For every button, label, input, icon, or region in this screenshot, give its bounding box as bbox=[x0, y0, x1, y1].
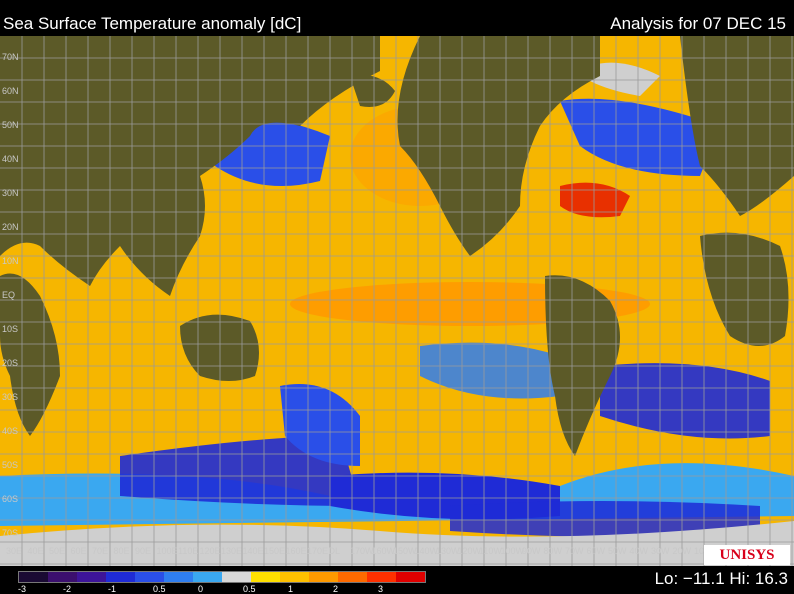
lo-hi-stats: Lo: −11.1 Hi: 16.3 bbox=[654, 569, 788, 588]
longitude-label: 100E bbox=[156, 546, 178, 556]
legend-swatch bbox=[396, 572, 425, 582]
legend-tick: 3 bbox=[378, 584, 384, 594]
latitude-label: 10S bbox=[2, 324, 19, 334]
longitude-label: 90W bbox=[522, 546, 541, 556]
cold-patch-south-pacific bbox=[420, 342, 560, 399]
legend-tick: -2 bbox=[63, 584, 72, 594]
longitude-label: 80W bbox=[543, 546, 563, 556]
unisys-logo: UNISYS bbox=[704, 545, 790, 565]
europe-continent bbox=[680, 36, 794, 216]
cold-patch-north-atlantic bbox=[560, 98, 720, 176]
legend-swatch bbox=[222, 572, 251, 582]
australia-continent bbox=[180, 314, 259, 381]
legend-swatch bbox=[193, 572, 222, 582]
longitude-label: 120E bbox=[199, 546, 221, 556]
legend-swatch bbox=[280, 572, 309, 582]
longitude-label: 150E bbox=[264, 546, 286, 556]
latitude-label: 40S bbox=[2, 426, 19, 436]
legend-swatch bbox=[164, 572, 193, 582]
map-title: Sea Surface Temperature anomaly [dC] bbox=[3, 14, 302, 33]
longitude-label: 110W bbox=[479, 546, 502, 556]
longitude-label: 100W bbox=[500, 546, 525, 556]
longitude-label: 70E bbox=[92, 546, 109, 556]
alaska-region bbox=[350, 75, 395, 107]
longitude-label: 150W bbox=[393, 546, 417, 556]
cold-patch-nz bbox=[280, 384, 360, 466]
sst-anomaly-map bbox=[0, 36, 794, 566]
latitude-label: 70S bbox=[2, 528, 19, 538]
africa-west-continent bbox=[700, 232, 789, 346]
longitude-label: 60W bbox=[586, 546, 606, 556]
cold-patch-south-atlantic bbox=[600, 363, 770, 439]
legend-swatch bbox=[106, 572, 135, 582]
longitude-label: 40W bbox=[629, 546, 649, 556]
legend-tick: 2 bbox=[333, 584, 339, 594]
longitude-label: 10W bbox=[694, 546, 713, 556]
legend-swatch bbox=[77, 572, 106, 582]
legend-tick: 1 bbox=[288, 584, 294, 594]
longitude-label: DL bbox=[328, 546, 341, 556]
legend-swatch bbox=[135, 572, 164, 582]
legend-swatch bbox=[19, 572, 48, 582]
longitude-label: 160E bbox=[285, 546, 307, 556]
map-image bbox=[0, 36, 794, 566]
latitude-label: 30N bbox=[2, 188, 19, 198]
arctic-ice bbox=[590, 62, 660, 96]
legend-swatch bbox=[309, 572, 338, 582]
longitude-label: 130E bbox=[221, 546, 243, 556]
latitude-label: 20S bbox=[2, 358, 19, 368]
legend-tick: -1 bbox=[108, 584, 117, 594]
legend-tick: 0.5 bbox=[243, 584, 256, 594]
legend-swatch bbox=[338, 572, 367, 582]
longitude-label: 30W bbox=[651, 546, 670, 556]
longitude-label: 110E bbox=[178, 546, 199, 556]
analysis-date: Analysis for 07 DEC 15 bbox=[610, 14, 786, 33]
africa-continent bbox=[0, 273, 60, 436]
legend-tick: 0.5 bbox=[153, 584, 166, 594]
latitude-label: 60S bbox=[2, 494, 19, 504]
legend-swatch bbox=[367, 572, 396, 582]
latitude-label: 50S bbox=[2, 460, 19, 470]
longitude-label: 130W bbox=[436, 546, 460, 556]
color-scale bbox=[18, 571, 426, 583]
longitude-label: 50E bbox=[49, 546, 66, 556]
longitude-label: 40E bbox=[27, 546, 44, 556]
longitude-label: 170W bbox=[350, 546, 374, 556]
longitude-label: 120W bbox=[457, 546, 482, 556]
longitude-label: 140W bbox=[414, 546, 439, 556]
longitude-label: 160W bbox=[371, 546, 396, 556]
longitude-label: 60E bbox=[70, 546, 87, 556]
latitude-label: 60N bbox=[2, 86, 19, 96]
longitude-label: 50W bbox=[608, 546, 627, 556]
longitude-label: 20W bbox=[672, 546, 692, 556]
legend-tick: 0 bbox=[198, 584, 204, 594]
longitude-label: 90E bbox=[135, 546, 152, 556]
latitude-label: 30S bbox=[2, 392, 19, 402]
latitude-label: 40N bbox=[2, 154, 19, 164]
cold-band-south bbox=[450, 501, 760, 538]
longitude-label: 30E bbox=[6, 546, 23, 556]
longitude-label: 170E bbox=[307, 546, 329, 556]
latitude-label: EQ bbox=[2, 290, 16, 300]
latitude-label: 20N bbox=[2, 222, 19, 232]
longitude-label: 140E bbox=[242, 546, 264, 556]
legend-swatch bbox=[48, 572, 77, 582]
title-bar: Sea Surface Temperature anomaly [dC] Ana… bbox=[0, 0, 794, 36]
latitude-label: 50N bbox=[2, 120, 19, 130]
legend-bar: Lo: −11.1 Hi: 16.3 -3 -2 -1 0.5 0 0.5 1 2 3 bbox=[0, 566, 794, 594]
legend-swatch bbox=[251, 572, 280, 582]
lat-lon-grid bbox=[0, 36, 794, 566]
legend-tick: -3 bbox=[18, 584, 27, 594]
antarctic-ice bbox=[0, 521, 794, 566]
eurasia-continent bbox=[0, 36, 380, 296]
longitude-label: 70W bbox=[565, 546, 584, 556]
longitude-label: 80E bbox=[113, 546, 130, 556]
cold-patch-tasman bbox=[120, 436, 360, 506]
latitude-label: 70N bbox=[2, 52, 19, 62]
latitude-label: 10N bbox=[2, 256, 19, 266]
warm-patch-gulf-stream bbox=[560, 182, 630, 218]
